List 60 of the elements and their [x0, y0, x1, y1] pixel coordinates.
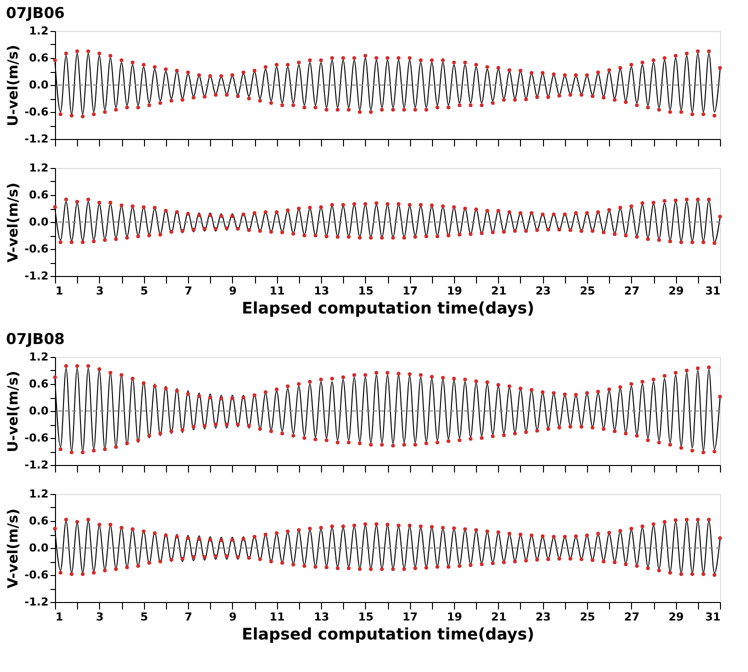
- x-tick-label: 11: [270, 284, 285, 298]
- y-axis-title: U-vel(m/s): [5, 44, 22, 126]
- y-tick-label: 0.0: [29, 216, 49, 228]
- x-tick-label: 27: [624, 610, 640, 624]
- y-tick-label: 0.0: [29, 404, 49, 418]
- x-tick-label: 9: [229, 610, 237, 624]
- y-tick-label: 1.2: [29, 350, 48, 364]
- x-tick-label: 17: [402, 284, 418, 298]
- x-tick-label: 15: [358, 284, 374, 298]
- x-tick-label: 5: [140, 610, 148, 624]
- x-tick-label: 19: [446, 610, 462, 624]
- y-tick-label: -0.6: [24, 432, 49, 444]
- x-tick-label: 23: [536, 284, 551, 298]
- y-axis-title: V-vel(m/s): [5, 508, 22, 588]
- x-tick-label: 25: [580, 610, 596, 624]
- y-tick-label: -1.2: [24, 132, 48, 146]
- x-tick-label: 1: [56, 610, 64, 624]
- y-tick-label: 0.6: [29, 188, 49, 202]
- x-tick-label: 17: [402, 610, 418, 624]
- y-tick-label: 0.0: [29, 542, 49, 554]
- y-tick-label: 1.2: [29, 488, 48, 500]
- x-axis-title: Elapsed computation time(days): [242, 624, 534, 644]
- x-tick-label: 29: [668, 610, 684, 624]
- y-tick-label: 0.6: [29, 514, 49, 528]
- x-tick-label: 11: [270, 610, 285, 624]
- chart-title: 07JB06: [6, 4, 65, 22]
- x-axis-title: Elapsed computation time(days): [242, 298, 534, 318]
- x-tick-label: 3: [96, 610, 104, 624]
- y-tick-label: -0.6: [24, 568, 49, 582]
- y-tick-label: 0.6: [29, 378, 49, 390]
- x-tick-label: 7: [184, 610, 192, 624]
- x-tick-label: 19: [446, 284, 462, 298]
- y-axis-title: U-vel(m/s): [5, 370, 22, 452]
- x-tick-label: 21: [491, 284, 506, 298]
- y-tick-label: 1.2: [29, 24, 48, 38]
- x-tick-label: 9: [229, 284, 237, 298]
- y-tick-label: -0.6: [24, 242, 49, 256]
- x-tick-label: 31: [705, 284, 720, 298]
- y-tick-label: 0.0: [29, 78, 49, 92]
- y-tick-label: -0.6: [24, 106, 49, 118]
- x-tick-label: 15: [358, 610, 374, 624]
- x-tick-label: 7: [184, 284, 192, 298]
- x-tick-label: 23: [536, 610, 551, 624]
- y-tick-label: -1.2: [24, 458, 48, 472]
- x-tick-label: 1: [56, 284, 64, 298]
- y-tick-label: 1.2: [29, 162, 48, 174]
- x-tick-label: 13: [314, 610, 330, 624]
- x-tick-label: 29: [668, 284, 684, 298]
- y-axis-title: V-vel(m/s): [5, 182, 22, 262]
- chart-title: 07JB08: [6, 330, 65, 348]
- y-tick-label: -1.2: [24, 270, 48, 282]
- x-tick-label: 21: [491, 610, 506, 624]
- y-tick-label: -1.2: [24, 596, 48, 608]
- x-tick-label: 5: [140, 284, 148, 298]
- x-tick-label: 31: [705, 610, 720, 624]
- x-tick-label: 27: [624, 284, 640, 298]
- x-tick-label: 13: [314, 284, 330, 298]
- x-tick-label: 25: [580, 284, 596, 298]
- x-tick-label: 3: [96, 284, 104, 298]
- y-tick-label: 0.6: [29, 52, 49, 64]
